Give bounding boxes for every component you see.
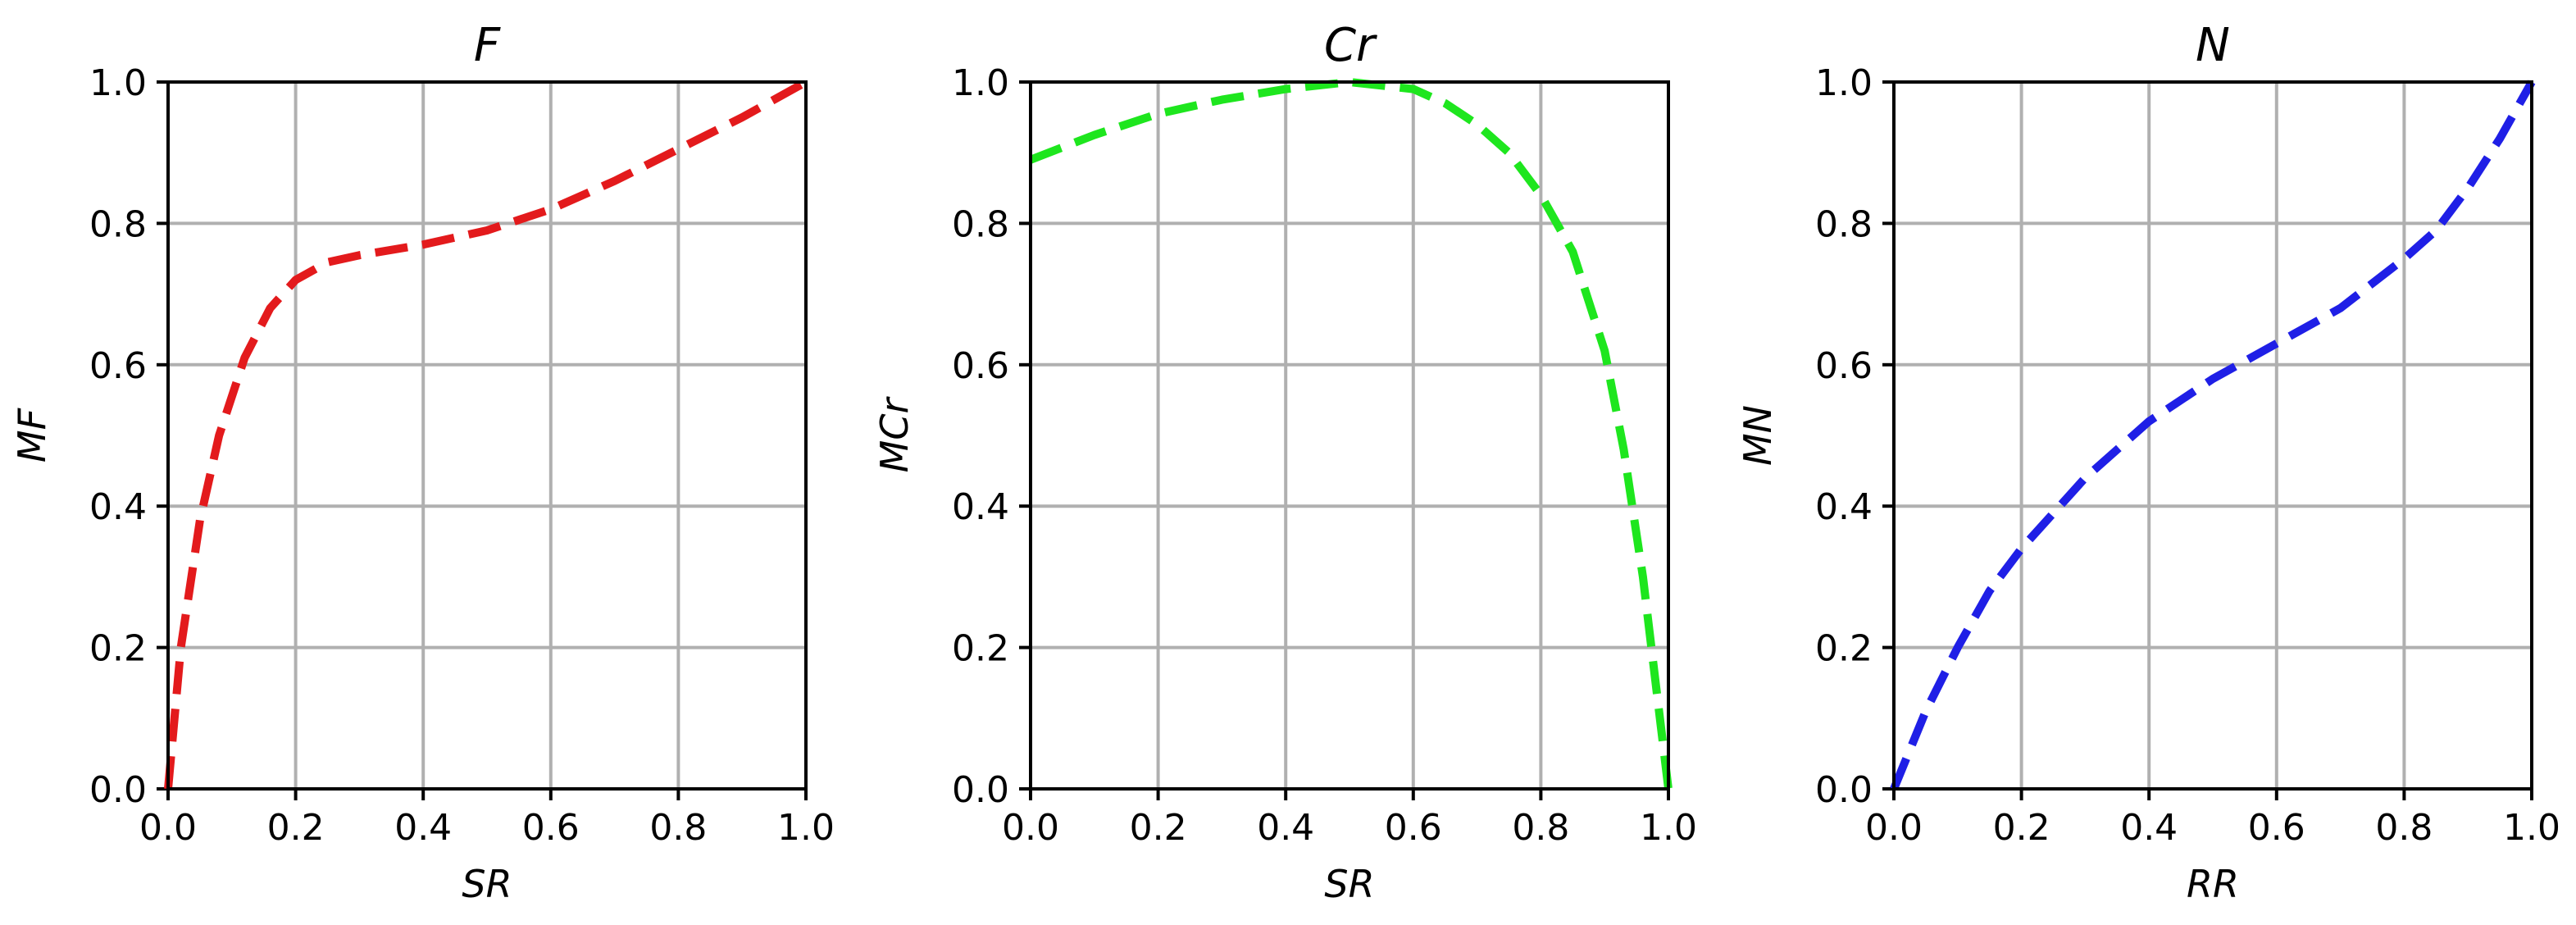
x-tick-label: 1.0 bbox=[2503, 807, 2560, 849]
x-tick-label: 0.2 bbox=[1993, 807, 2050, 849]
chart-title: F bbox=[474, 19, 501, 72]
x-tick-label: 0.8 bbox=[649, 807, 707, 849]
x-tick-label: 0.8 bbox=[1512, 807, 1569, 849]
y-tick-label: 0.6 bbox=[89, 345, 147, 387]
y-tick-label: 0.4 bbox=[1815, 486, 1873, 528]
x-tick-label: 0.4 bbox=[394, 807, 452, 849]
x-tick-label: 0.0 bbox=[139, 807, 197, 849]
series-line bbox=[1029, 78, 1673, 790]
chart-title: Cr bbox=[1324, 19, 1377, 72]
x-tick-label: 0.2 bbox=[1130, 807, 1187, 849]
y-tick-label: 0.4 bbox=[89, 486, 147, 528]
x-tick-label: 1.0 bbox=[777, 807, 835, 849]
chart-panel-1: 0.0 0.2 0.4 0.6 0.8 1.0 0.0 0.2 0.4 0.6 0.8 1.0 F SR M… bbox=[10, 19, 835, 906]
y-tick-label: 1.0 bbox=[89, 62, 147, 104]
series-line bbox=[1890, 80, 2536, 791]
x-tick-label: 0.0 bbox=[1002, 807, 1059, 849]
x-axis-label: RR bbox=[2187, 862, 2239, 906]
y-tick-label: 0.0 bbox=[952, 769, 1009, 811]
chart-panel-2: 0.0 0.2 0.4 0.6 0.8 1.0 0.0 0.2 0.4 0.6 0.8 1.0 Cr SR… bbox=[872, 19, 1697, 906]
x-tick-label: 0.4 bbox=[1257, 807, 1314, 849]
x-tick-label: 1.0 bbox=[1640, 807, 1697, 849]
y-tick-label: 1.0 bbox=[1815, 62, 1873, 104]
y-tick-label: 0.8 bbox=[952, 203, 1009, 245]
y-axis-label: MN bbox=[1736, 405, 1780, 466]
x-tick-label: 0.4 bbox=[2120, 807, 2178, 849]
plot-frame bbox=[1892, 80, 2533, 791]
y-axis-label: MCr bbox=[872, 396, 917, 473]
y-axis-label: MF bbox=[10, 408, 54, 462]
x-tick-label: 0.8 bbox=[2375, 807, 2433, 849]
series-line bbox=[164, 78, 808, 790]
y-tick-label: 0.8 bbox=[1815, 203, 1873, 245]
y-tick-label: 0.4 bbox=[952, 486, 1009, 528]
y-tick-label: 0.2 bbox=[1815, 628, 1873, 670]
chart-title: N bbox=[2196, 19, 2230, 72]
y-tick-label: 0.0 bbox=[89, 769, 147, 811]
y-tick-label: 0.6 bbox=[952, 345, 1009, 387]
plot-frame bbox=[1029, 80, 1670, 791]
y-tick-label: 0.2 bbox=[89, 628, 147, 670]
chart-panel-3: 0.0 0.2 0.4 0.6 0.8 1.0 0.0 0.2 0.4 0.6 0.8 1.0 N RR M… bbox=[1736, 19, 2560, 906]
y-tick-label: 1.0 bbox=[952, 62, 1009, 104]
y-tick-label: 0.2 bbox=[952, 628, 1009, 670]
y-tick-label: 0.8 bbox=[89, 203, 147, 245]
x-tick-label: 0.6 bbox=[522, 807, 580, 849]
x-tick-label: 0.6 bbox=[2248, 807, 2305, 849]
x-axis-label: SR bbox=[1324, 862, 1374, 906]
x-tick-label: 0.6 bbox=[1385, 807, 1442, 849]
y-tick-label: 0.0 bbox=[1815, 769, 1873, 811]
x-tick-label: 0.0 bbox=[1865, 807, 1923, 849]
y-tick-label: 0.6 bbox=[1815, 345, 1873, 387]
plot-frame bbox=[166, 80, 808, 791]
x-axis-label: SR bbox=[462, 862, 512, 906]
x-tick-label: 0.2 bbox=[267, 807, 325, 849]
